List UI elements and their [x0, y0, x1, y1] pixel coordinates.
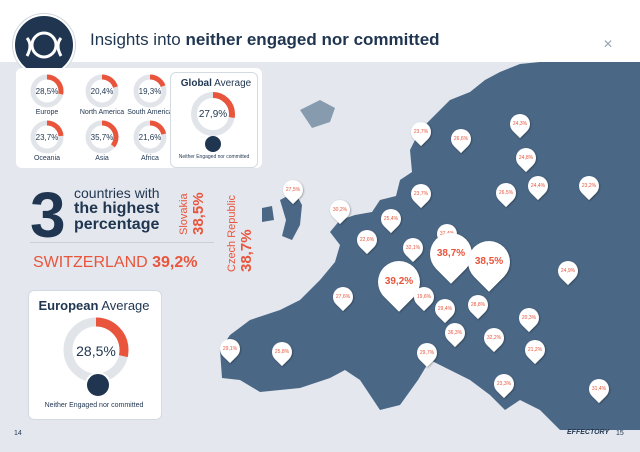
map-pin-value: 32,2%: [486, 334, 502, 341]
slovakia-value: 38,5%: [190, 192, 207, 235]
map-pin-value: 29,4%: [437, 305, 453, 312]
czech-name: Czech Republic: [226, 194, 238, 272]
european-caption: Neither Engaged nor committed: [44, 402, 144, 409]
map-pin-value: 27,5%: [285, 186, 301, 193]
european-title-bold: European: [38, 298, 99, 313]
map-pin-value: 28,8%: [470, 301, 486, 308]
switzerland-label: SWITZERLAND 39,2%: [33, 254, 198, 272]
map-pin-value: 38,5%: [474, 256, 504, 267]
switzerland-name: SWITZERLAND: [33, 254, 148, 271]
region-label: Oceania: [33, 155, 61, 162]
map-pin-value: 31,4%: [591, 385, 607, 392]
region-value: 21,6%: [138, 133, 162, 142]
region-label: North America: [79, 109, 125, 116]
brand-wordmark: EFFECTORY: [567, 429, 610, 436]
european-average-card: [28, 290, 162, 420]
czech-label: Czech Republic 38,7%: [226, 195, 255, 272]
map-pin-value: 23,3%: [496, 380, 512, 387]
global-title-plain: Average: [211, 78, 252, 89]
map-pin-value: 22,6%: [359, 236, 375, 243]
title-bold: neither engaged nor committed: [185, 30, 440, 49]
map-pin-value: 36,3%: [447, 329, 463, 336]
region-label: Europe: [35, 109, 59, 116]
top3-heading: countries with the highest percentage: [74, 185, 160, 233]
global-average-card: [170, 72, 258, 168]
left-page-number: 14: [14, 430, 22, 437]
map-pin-value: 24,8%: [518, 154, 534, 161]
slovakia-label: Slovakia 38,5%: [178, 192, 207, 235]
close-icon[interactable]: ✕: [603, 37, 614, 51]
slovakia-name: Slovakia: [178, 193, 190, 235]
map-pin-value: 23,2%: [581, 182, 597, 189]
region-label: Asia: [95, 155, 109, 162]
european-title-plain: Average: [98, 298, 150, 313]
map-pin-value: 24,4%: [530, 182, 546, 189]
european-value: 28,5%: [76, 343, 116, 359]
map-pin-value: 38,7%: [436, 248, 466, 259]
european-title: European Average: [28, 298, 160, 313]
region-value: 23,7%: [35, 133, 59, 142]
global-value: 27,9%: [198, 109, 228, 120]
page-title: Insights into neither engaged nor commit…: [90, 30, 440, 50]
map-pin-value: 30,2%: [332, 206, 348, 213]
top3-number: 3: [30, 179, 66, 251]
map-pin-value: 29,7%: [419, 349, 435, 356]
global-badge-icon: [205, 136, 221, 152]
map-pin-value: 19,6%: [416, 293, 432, 300]
map-pin-value: 23,7%: [413, 128, 429, 135]
map-pin-value: 26,5%: [498, 189, 514, 196]
map-pin-value: 24,9%: [560, 267, 576, 274]
region-value: 28,5%: [35, 87, 59, 96]
region-value: 35,7%: [90, 133, 114, 142]
brand-logo: [13, 14, 75, 76]
region-value: 20,4%: [90, 87, 114, 96]
global-donut: [191, 92, 235, 136]
switzerland-value: 39,2%: [152, 254, 198, 271]
map-pin-value: 24,3%: [512, 120, 528, 127]
top3-divider: [30, 242, 214, 243]
top3-line2: the highest: [74, 200, 160, 217]
european-badge-icon: [85, 372, 111, 398]
map-pin-value: 20,3%: [521, 314, 537, 321]
map-pin-value: 32,1%: [405, 244, 421, 251]
map-pin-value: 21,2%: [527, 346, 543, 353]
region-value: 19,3%: [138, 87, 162, 96]
map-pin-value: 23,7%: [413, 190, 429, 197]
map-pin-value: 39,2%: [384, 276, 414, 287]
czech-value: 38,7%: [238, 229, 255, 272]
map-pin-value: 25,8%: [274, 348, 290, 355]
map-pin-value: 29,1%: [222, 345, 238, 352]
right-page-number: 15: [616, 430, 624, 437]
header: [0, 0, 640, 62]
global-title-bold: Global: [180, 78, 212, 89]
global-title: Global Average: [176, 78, 256, 89]
map-pin-value: 25,4%: [383, 215, 399, 222]
region-label: South America: [127, 109, 173, 116]
top3-line3: percentage: [74, 216, 160, 233]
map-pin-value: 26,6%: [453, 135, 469, 142]
map-pin-value: 27,6%: [335, 293, 351, 300]
top3-line1: countries with: [74, 185, 160, 201]
region-label: Africa: [141, 155, 159, 162]
title-plain: Insights into: [90, 30, 186, 49]
global-caption: Neither Engaged nor committed: [178, 154, 250, 160]
